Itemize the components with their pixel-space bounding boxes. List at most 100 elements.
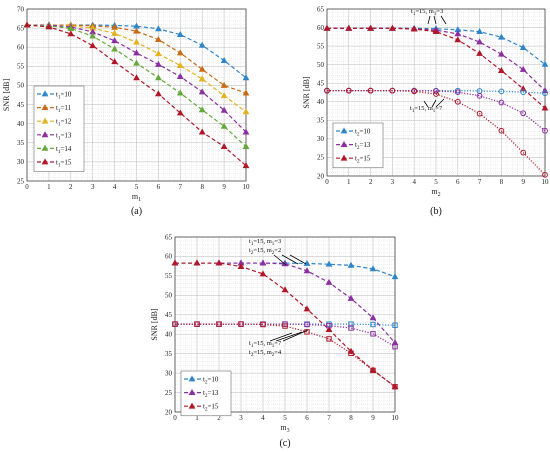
data-point-9 (220, 106, 228, 113)
x-tick-label: 2 (369, 178, 373, 186)
data-point-9 (520, 149, 527, 156)
data-point-2 (216, 321, 222, 327)
data-point-5 (133, 49, 140, 56)
series-line (175, 262, 396, 278)
x-axis-label: m1 (132, 192, 141, 203)
data-point-0 (172, 321, 178, 327)
x-tick-label: 4 (412, 178, 416, 186)
legend-label: t2=13 (203, 389, 219, 399)
data-point-legend (340, 127, 348, 134)
data-point-6 (303, 305, 311, 312)
data-point-6 (454, 30, 462, 37)
data-point-8 (198, 75, 206, 82)
data-point-8 (348, 350, 354, 356)
y-axis-label: SNR [dB] (150, 308, 159, 341)
data-point-4 (111, 45, 118, 52)
data-point-6 (155, 35, 162, 42)
data-point-9 (220, 81, 228, 88)
data-point-8 (347, 294, 355, 301)
legend: t1=10 t1=11 t1=12 t1=13 t1=14 t1=15 (33, 85, 85, 172)
annotation-b-top: t1=15, m1=3 (411, 8, 443, 17)
data-point-6 (454, 26, 462, 33)
data-point-legend (41, 131, 49, 138)
y-tick-label: 60 (317, 24, 325, 32)
data-point-8 (347, 261, 355, 268)
annotation-c-top-line1: t1=15, m1=3 (249, 238, 281, 247)
data-point-9 (220, 143, 228, 149)
annotation-arrow (435, 98, 445, 108)
y-tick-label: 50 (165, 292, 173, 300)
legend-label: t2=15 (203, 403, 219, 413)
data-point-5 (133, 38, 140, 45)
data-point-1 (345, 24, 353, 31)
data-point-5 (433, 91, 439, 97)
x-tick-label: 8 (200, 183, 204, 191)
annotation-c-bottom-line2: t2=15, m2=4 (249, 349, 282, 358)
data-point-8 (498, 88, 505, 95)
y-tick-label: 50 (17, 82, 25, 90)
panel-c-annotations: t1=15, m1=3 t2=15, m2=2 t1=15, m1=7 t2=1… (249, 238, 309, 358)
data-point-legend (188, 375, 196, 382)
data-point-9 (370, 321, 376, 328)
x-tick-label: 10 (243, 183, 251, 191)
data-point-5 (433, 88, 439, 94)
data-point-4 (111, 29, 118, 36)
x-tick-label: 4 (261, 414, 265, 422)
panel-caption: (c) (279, 438, 290, 449)
series-5 (172, 321, 398, 390)
data-point-7 (176, 31, 184, 38)
data-point-3 (237, 262, 245, 269)
data-point-6 (155, 90, 162, 97)
data-point-7 (176, 61, 184, 68)
annotation-arrow (440, 15, 447, 25)
data-point-3 (89, 32, 97, 39)
data-point-8 (498, 67, 505, 74)
y-tick-label: 60 (17, 44, 25, 52)
legend-label: t1=12 (56, 118, 72, 128)
data-point-3 (389, 87, 396, 94)
data-point-8 (198, 128, 206, 135)
y-tick-label: 45 (17, 101, 25, 109)
annotation-b-bottom: t1=15, m1=7 (410, 105, 443, 114)
legend-label: t2=13 (355, 141, 371, 151)
y-tick-label: 45 (317, 80, 325, 88)
data-point-5 (281, 260, 289, 267)
data-point-9 (519, 85, 527, 92)
data-point-10 (391, 339, 399, 346)
y-tick-label: 30 (17, 158, 25, 166)
data-point-6 (303, 267, 311, 274)
y-tick-label: 65 (165, 233, 173, 241)
data-point-10 (392, 343, 398, 350)
data-point-9 (370, 367, 376, 374)
y-axis-label: SNR [dB] (2, 79, 11, 112)
data-point-1 (45, 23, 53, 30)
y-tick-label: 40 (317, 98, 325, 106)
data-point-2 (67, 24, 75, 31)
data-point-9 (520, 110, 527, 117)
data-point-9 (220, 92, 228, 99)
data-point-3 (238, 321, 244, 327)
panel-b-annotations: t1=15, m1=3 t1=15, m1=7 (410, 8, 447, 114)
data-point-0 (323, 24, 331, 31)
data-point-8 (348, 321, 354, 327)
data-point-legend (188, 389, 196, 395)
legend-label: t2=10 (355, 128, 371, 138)
legend-label: t2=15 (355, 155, 371, 165)
data-point-10 (392, 322, 398, 328)
data-point-6 (304, 329, 310, 335)
y-tick-label: 30 (317, 135, 325, 143)
data-point-7 (476, 110, 483, 117)
series-line (175, 323, 396, 388)
y-tick-label: 25 (317, 154, 325, 162)
x-tick-label: 2 (69, 183, 73, 191)
data-point-legend (41, 90, 49, 97)
data-point-legend (340, 141, 348, 147)
legend-label: t1=13 (56, 131, 72, 141)
data-point-10 (542, 90, 548, 97)
y-tick-label: 30 (165, 369, 173, 377)
data-point-6 (454, 89, 461, 96)
y-tick-label: 25 (17, 177, 25, 185)
